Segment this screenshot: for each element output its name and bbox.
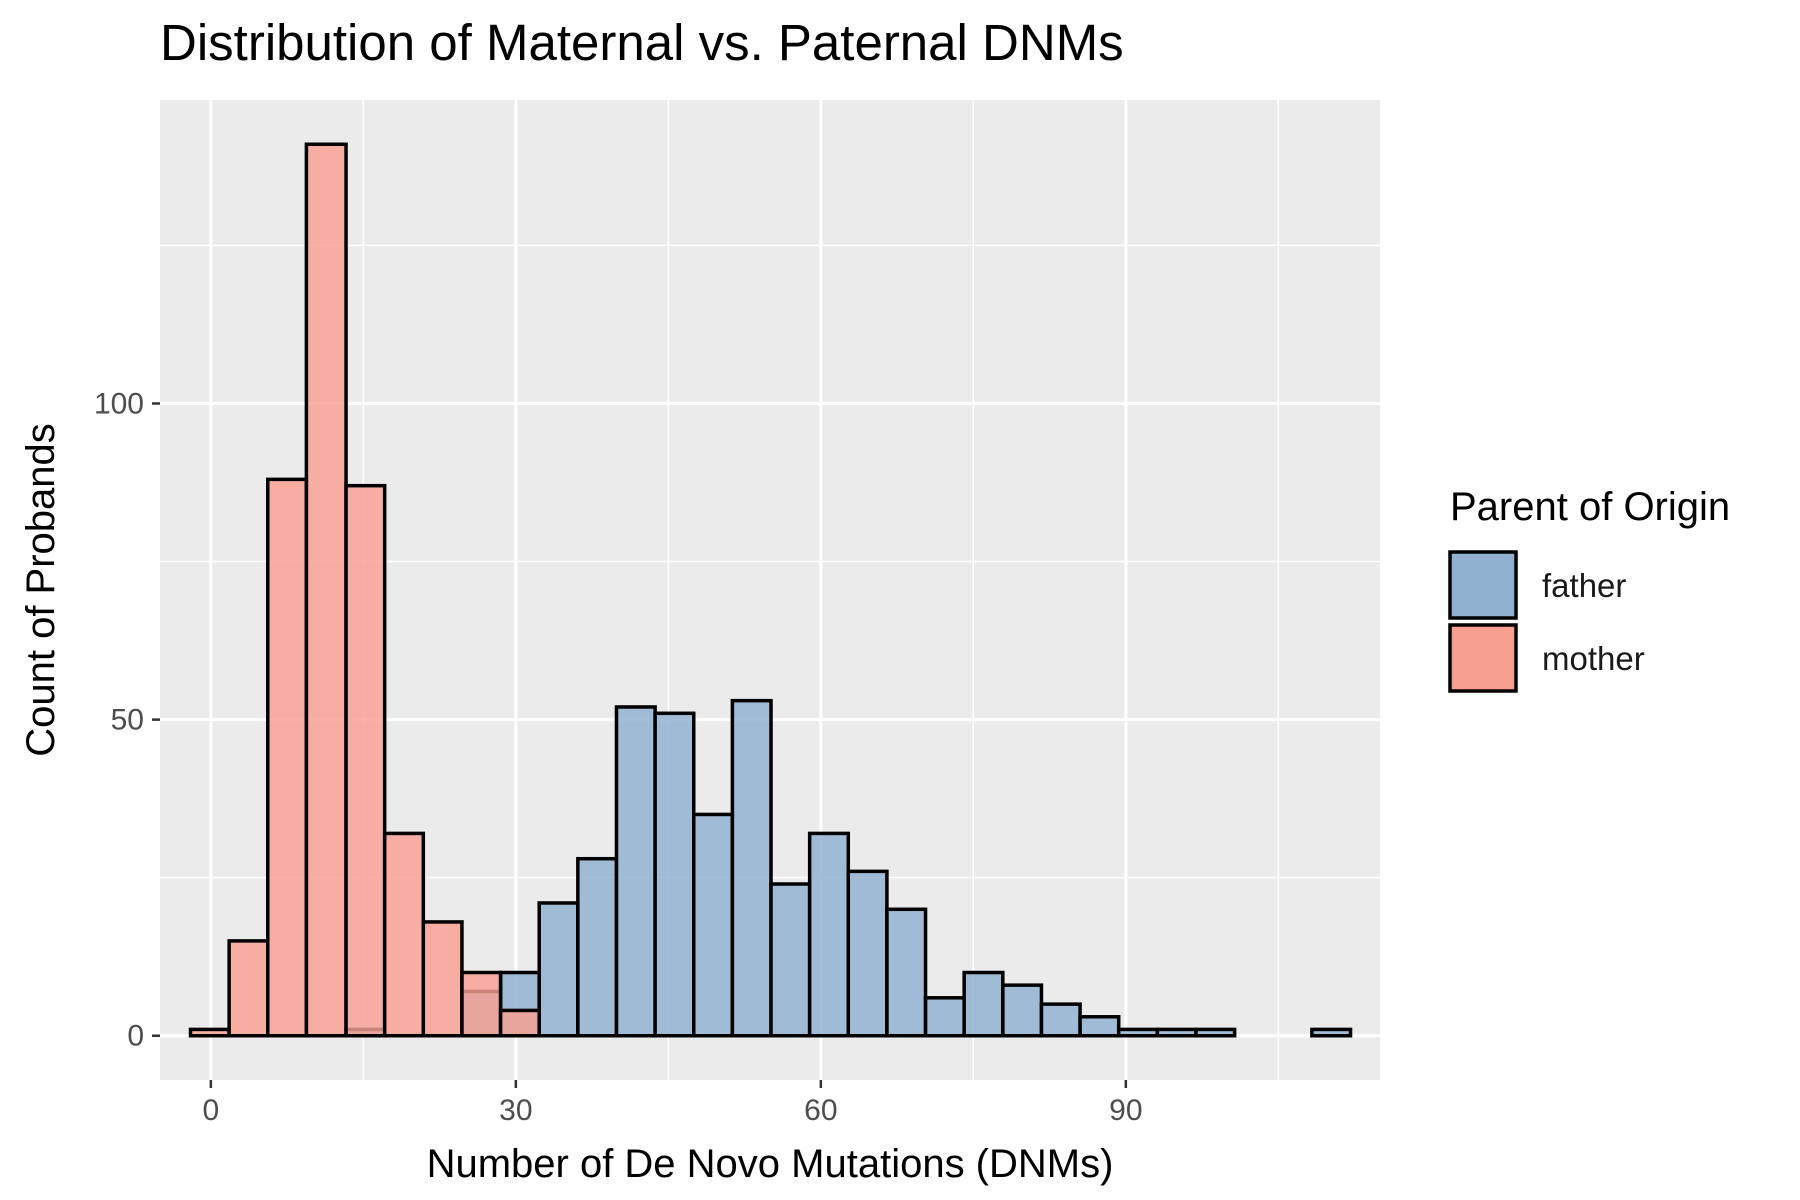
y-tick-label: 100	[94, 387, 144, 420]
father-bar	[730, 698, 773, 1038]
father-bar	[923, 996, 966, 1038]
father-bar	[807, 831, 851, 1038]
axis-ticks	[152, 402, 1128, 1088]
father-bar	[885, 907, 928, 1038]
father-bar	[1155, 1027, 1198, 1038]
tick-labels: 0 30 60 90 0 50 100	[94, 387, 1143, 1127]
father-bar	[1194, 1027, 1237, 1038]
father-bar	[1310, 1027, 1353, 1038]
father-bar	[576, 856, 619, 1038]
father-bar	[1039, 1002, 1082, 1038]
mother-bar	[382, 831, 426, 1038]
legend-key-mother	[1448, 623, 1518, 693]
legend-title: Parent of Origin	[1450, 485, 1730, 529]
mother-bar	[304, 142, 348, 1038]
legend: Parent of Origin father mother	[1448, 485, 1730, 693]
mother-bar	[266, 477, 309, 1038]
father-bar	[846, 869, 889, 1038]
legend-label-father: father	[1542, 567, 1626, 604]
legend-key-father	[1448, 550, 1518, 620]
father-bar	[692, 812, 735, 1038]
legend-label-mother: mother	[1542, 640, 1645, 677]
father-bar	[769, 882, 812, 1038]
mother-bar	[460, 970, 503, 1038]
chart-title: Distribution of Maternal vs. Paternal DN…	[160, 14, 1124, 71]
father-bar	[1001, 983, 1044, 1038]
father-bar	[1078, 1015, 1121, 1038]
father-bar	[537, 901, 580, 1038]
x-tick-label: 30	[499, 1094, 532, 1127]
father-bar	[1116, 1027, 1160, 1038]
father-bar	[653, 711, 696, 1038]
mother-bar	[188, 1027, 231, 1038]
x-axis-title: Number of De Novo Mutations (DNMs)	[427, 1142, 1114, 1186]
mother-bar	[344, 483, 387, 1038]
mother-bars	[188, 142, 541, 1038]
father-bar	[962, 970, 1005, 1038]
y-tick-label: 50	[111, 704, 144, 737]
mother-bar	[498, 1008, 541, 1038]
father-bar	[614, 705, 657, 1038]
mother-bar	[227, 939, 270, 1038]
y-axis-title: Count of Probands	[19, 423, 63, 757]
mother-bar	[421, 920, 464, 1038]
x-tick-label: 0	[202, 1094, 219, 1127]
x-tick-label: 60	[804, 1094, 837, 1127]
x-tick-label: 90	[1109, 1094, 1142, 1127]
y-tick-label: 0	[127, 1020, 144, 1053]
grid-minor	[160, 100, 1380, 1080]
